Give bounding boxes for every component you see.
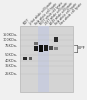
- Text: A549 whole cell lysate: A549 whole cell lysate: [49, 1, 74, 26]
- Bar: [34, 42, 38, 45]
- Bar: [23, 57, 27, 60]
- Text: LIPF: LIPF: [78, 46, 85, 50]
- Bar: [34, 46, 38, 50]
- Text: 75KDa-: 75KDa-: [5, 44, 18, 48]
- Text: 293T whole cell lysate: 293T whole cell lysate: [44, 1, 69, 26]
- Text: 150KDa-: 150KDa-: [3, 33, 18, 37]
- Text: 25KDa-: 25KDa-: [5, 72, 18, 76]
- Text: Hela whole cell lysate: Hela whole cell lysate: [34, 2, 58, 26]
- Bar: [38, 26, 49, 92]
- Text: MCF7: MCF7: [23, 17, 31, 26]
- Text: 35KDa-: 35KDa-: [5, 64, 18, 68]
- Bar: [39, 45, 43, 52]
- Bar: [29, 57, 32, 60]
- Text: Hela whole cell lysate: Hela whole cell lysate: [54, 2, 78, 26]
- Bar: [54, 37, 58, 42]
- Bar: [54, 47, 58, 50]
- Text: 100KDa-: 100KDa-: [3, 38, 18, 42]
- Text: 40KDa-: 40KDa-: [5, 59, 18, 63]
- Bar: [49, 46, 53, 50]
- Text: Jurkat whole cell lysate: Jurkat whole cell lysate: [29, 0, 54, 26]
- Bar: [20, 26, 73, 92]
- Text: 50KDa-: 50KDa-: [5, 53, 18, 57]
- Bar: [44, 45, 48, 50]
- Text: Vero whole cell lysate: Vero whole cell lysate: [59, 2, 83, 26]
- Text: MCF7 whole cell lysate: MCF7 whole cell lysate: [39, 1, 64, 26]
